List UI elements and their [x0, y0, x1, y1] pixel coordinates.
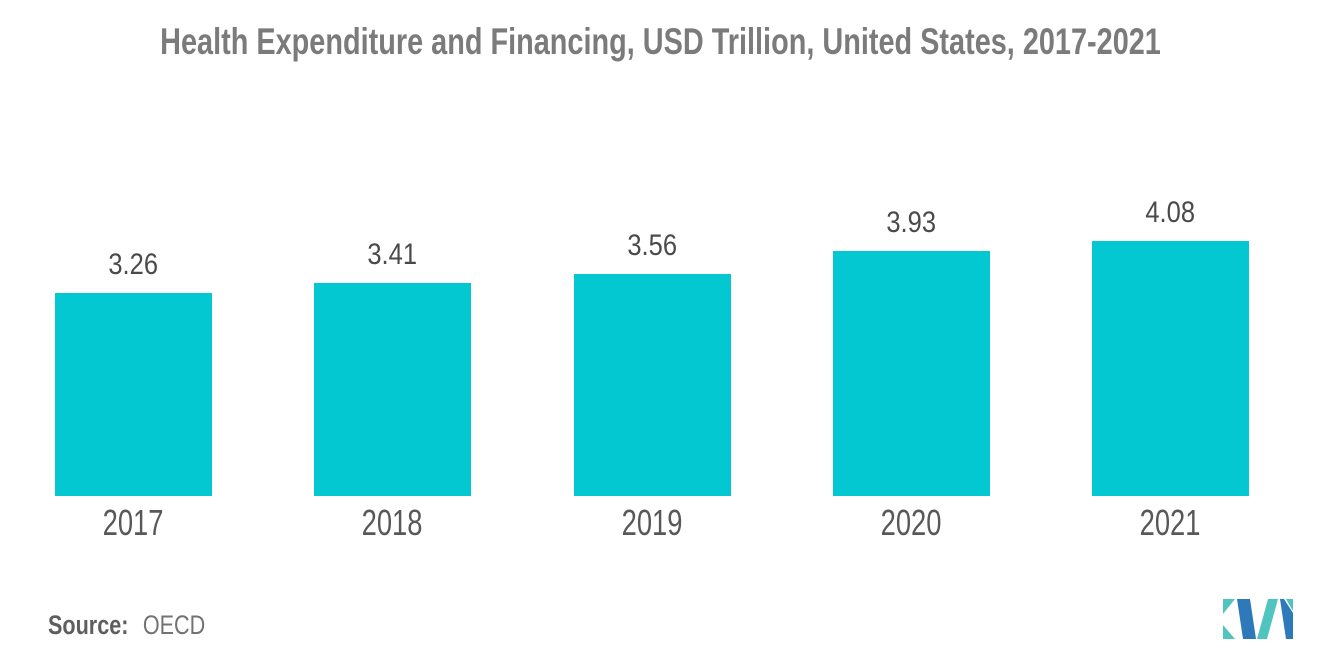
- x-axis-label-2018: 2018: [362, 502, 423, 543]
- bar-value-label-2021: 4.08: [1145, 196, 1196, 229]
- logo-m-icon: [1223, 599, 1293, 639]
- bar-2017: [55, 293, 212, 496]
- bar-value-label-2018: 3.41: [367, 238, 418, 271]
- bar-value-wrap-2020: 3.93: [783, 207, 1040, 239]
- x-axis-label-wrap-2021: 2021: [1042, 504, 1299, 542]
- bar-value-wrap-2018: 3.41: [264, 239, 521, 271]
- bar-2021: [1092, 241, 1249, 496]
- chart-title: Health Expenditure and Financing, USD Tr…: [159, 21, 1161, 62]
- x-axis-label-wrap-2020: 2020: [783, 504, 1040, 542]
- bar-value-wrap-2017: 3.26: [5, 249, 262, 281]
- bar-value-label-2019: 3.56: [627, 229, 678, 262]
- source-line: Source: OECD: [48, 610, 205, 640]
- x-axis-label-wrap-2017: 2017: [5, 504, 262, 542]
- x-axis-label-wrap-2018: 2018: [264, 504, 521, 542]
- bar-value-wrap-2019: 3.56: [524, 230, 781, 262]
- title-row: Health Expenditure and Financing, USD Tr…: [0, 22, 1320, 62]
- bar-2019: [574, 274, 731, 496]
- x-axis-label-wrap-2019: 2019: [524, 504, 781, 542]
- x-axis-label-2020: 2020: [881, 502, 942, 543]
- bar-value-label-2020: 3.93: [886, 206, 937, 239]
- bar-value-wrap-2021: 4.08: [1042, 197, 1299, 229]
- bar-2020: [833, 251, 990, 496]
- source-value: OECD: [142, 610, 206, 640]
- x-axis-label-2021: 2021: [1140, 502, 1201, 543]
- bar-value-label-2017: 3.26: [108, 248, 159, 281]
- source-label: Source:: [48, 610, 129, 640]
- x-axis-label-2017: 2017: [103, 502, 164, 543]
- source-row: Source: OECD: [48, 610, 245, 640]
- mordor-intelligence-logo: [1223, 599, 1293, 639]
- x-axis-label-2019: 2019: [622, 502, 683, 543]
- bar-2018: [314, 283, 471, 496]
